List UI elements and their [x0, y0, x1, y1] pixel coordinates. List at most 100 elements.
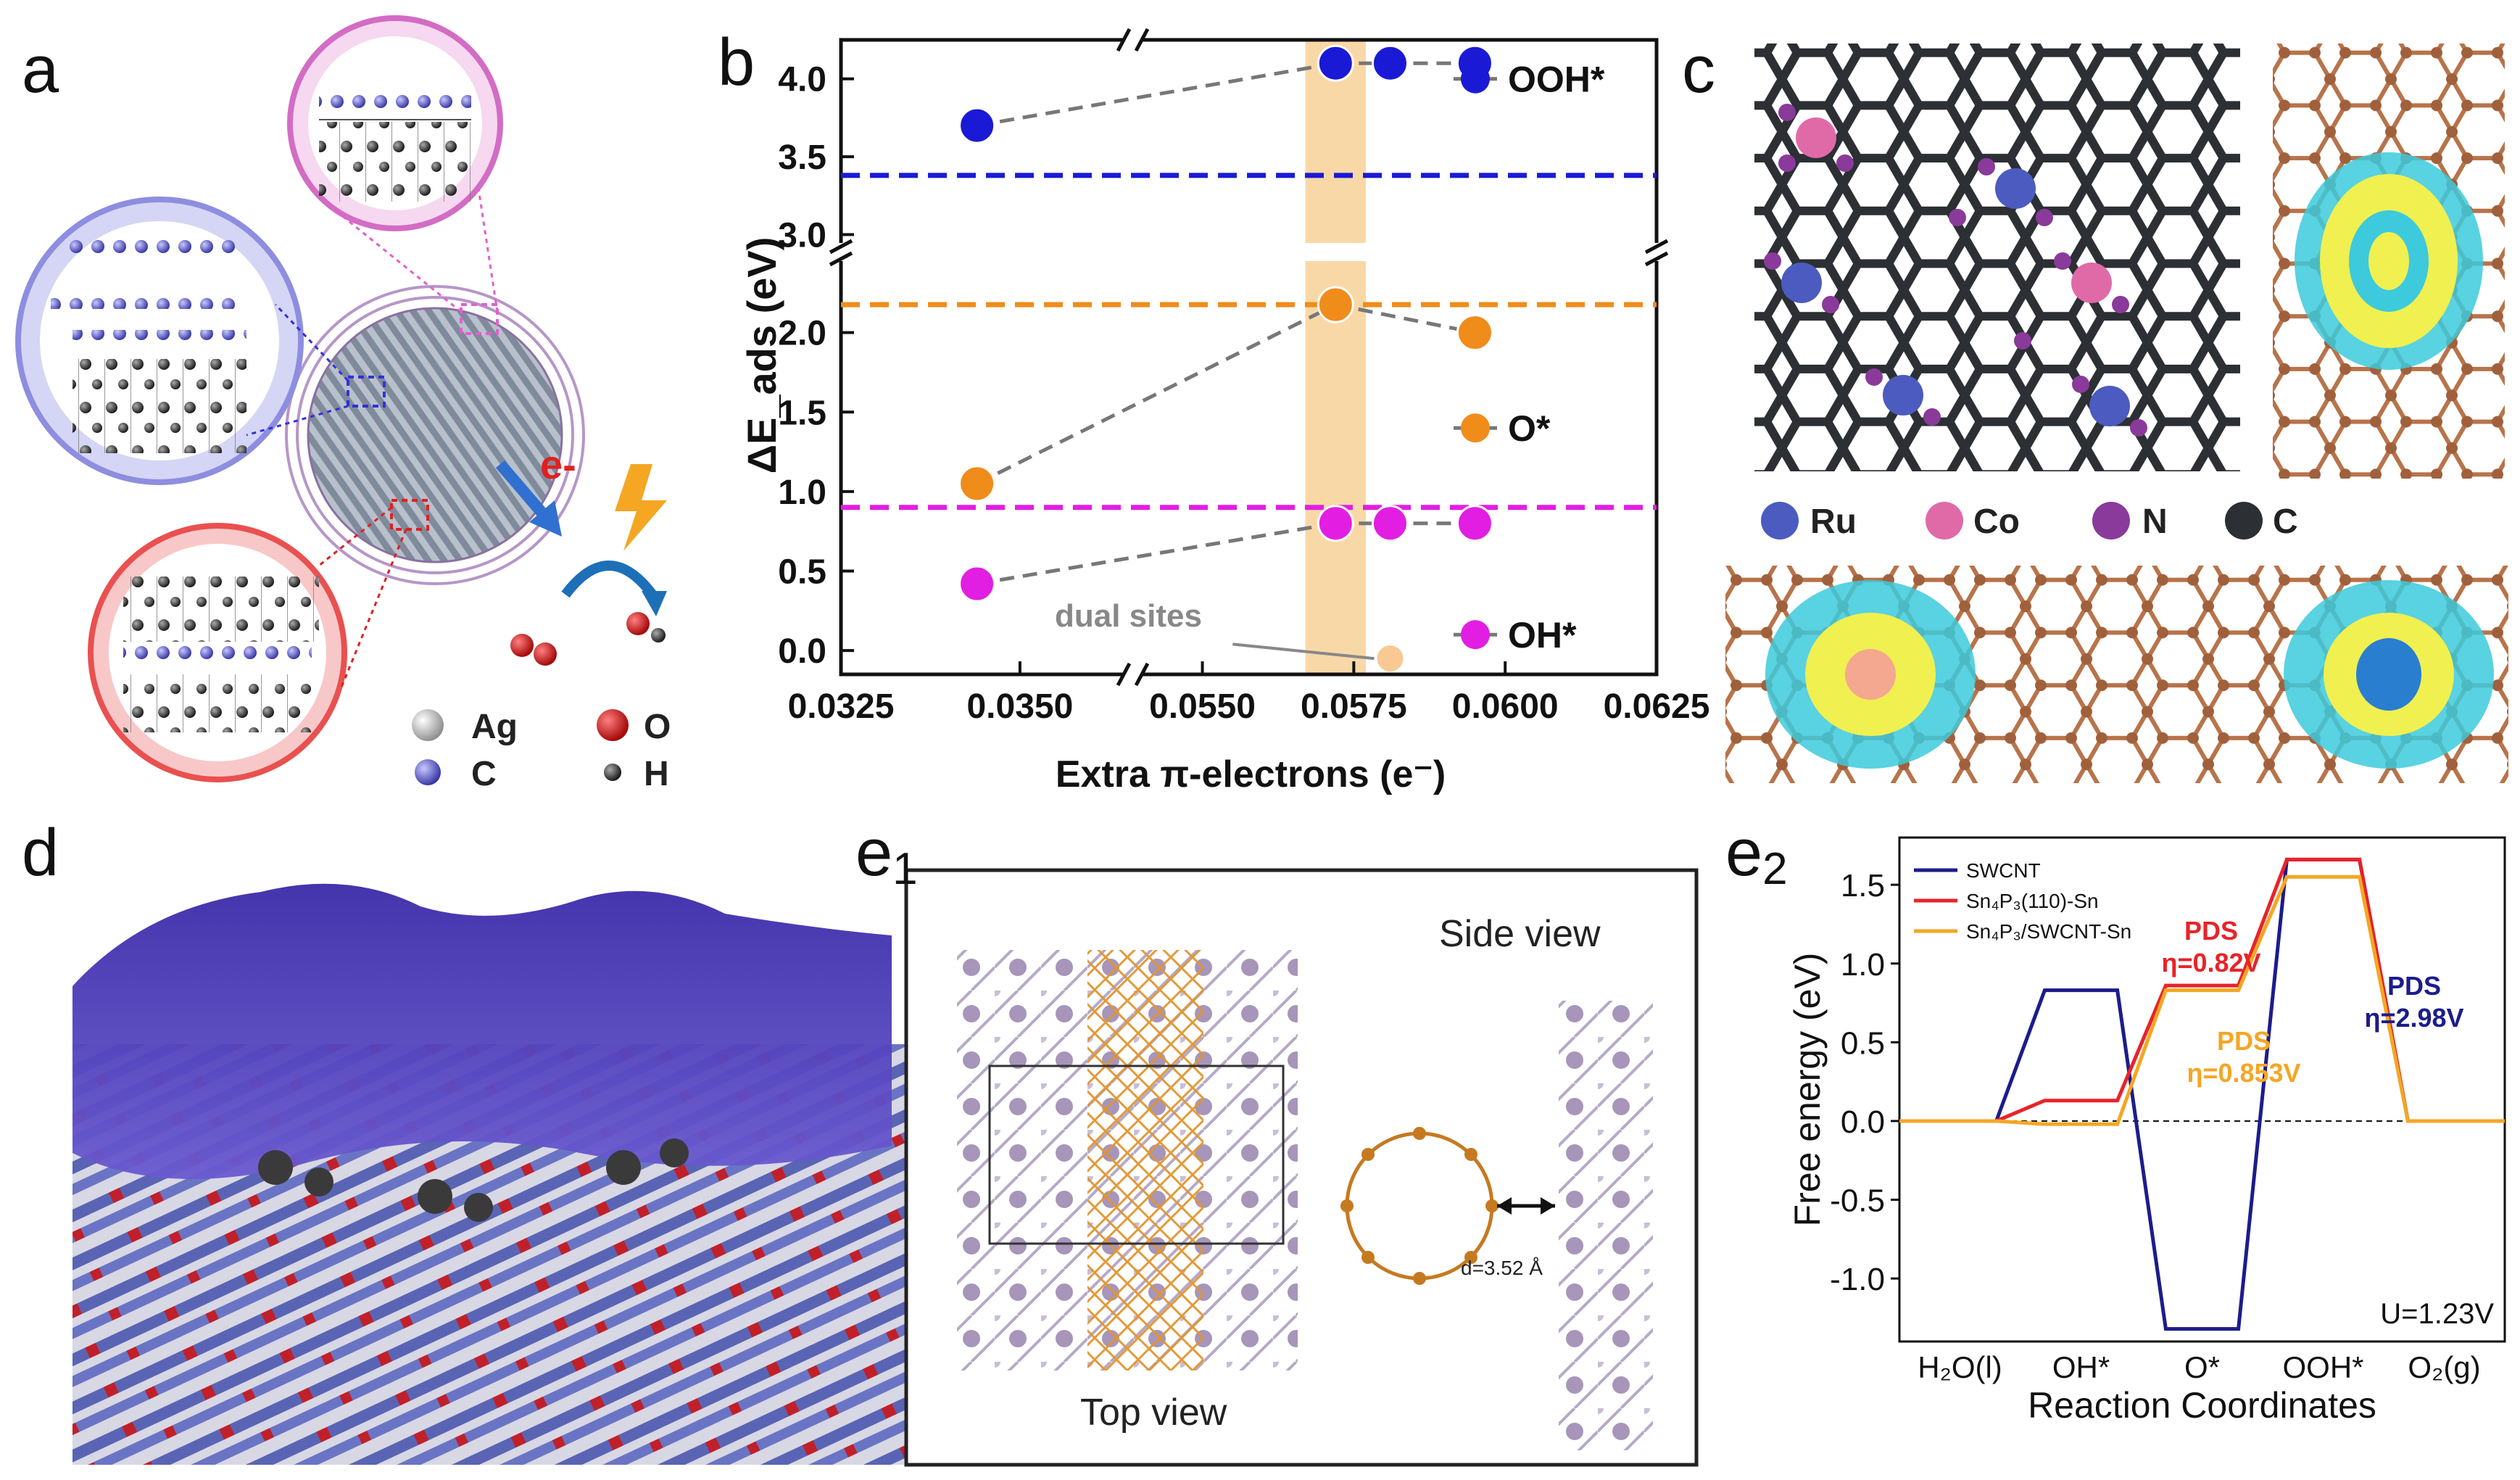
panel-e1: e1 Top view Side view d=3.52 Å — [855, 805, 1704, 1476]
panel-e1-label: e1 — [855, 819, 918, 892]
charge-density-iso-1 — [2295, 152, 2483, 370]
series-0-point-0 — [958, 107, 996, 144]
legend-ag-label: Ag — [471, 708, 518, 746]
magnifier-red — [88, 499, 429, 782]
y-axis-label: ΔE_ads (eV) — [739, 237, 784, 474]
potential-label: U=1.23V — [2380, 1298, 2494, 1330]
legend-marker-2 — [1461, 620, 1490, 650]
y-tick-label-2: 0.0 — [1841, 1104, 1885, 1140]
y-tick-label-1: -0.5 — [1830, 1183, 1885, 1219]
legend-h-label: H — [644, 755, 669, 793]
panel-e2: e2 -1.0 -0.5 0.0 0.5 1.0 1.5 H₂O(l) OH* O* OOH* O₂… — [1704, 805, 2520, 1476]
panel-a-legend: Ag O C H — [412, 708, 671, 793]
y-tick-label-0: 0.0 — [778, 632, 826, 671]
y-tick-label-1: 0.5 — [778, 553, 826, 592]
legend-h-swatch — [604, 764, 621, 781]
charge-isosurface — [72, 883, 892, 1179]
legend-n-swatch — [2092, 502, 2130, 540]
reaction-arrow — [561, 561, 657, 598]
plot-frame — [839, 38, 1659, 677]
y-tick-label-7: 4.0 — [778, 61, 826, 99]
legend-ru-swatch — [1761, 502, 1799, 540]
e1-top-view-label: Top view — [1080, 1392, 1227, 1434]
charge-density-iso-2 — [1765, 580, 2494, 769]
series-1-point-2 — [1456, 314, 1493, 352]
magnifier-pink — [287, 15, 503, 335]
panel-b: b 0.0 0.5 1.0 1.5 2.0 3.0 3.5 4.0 0.0325 0.0350 0.… — [718, 0, 1718, 805]
y-break-mark-b-0 — [829, 251, 853, 267]
x-tick-label-4: 0.0600 — [1452, 687, 1559, 726]
panel-a-illustration: e- Ag O C H — [15, 15, 671, 793]
catalyst-disc — [285, 285, 585, 585]
legend-label-1: O* — [1508, 408, 1551, 449]
legend-label-2: Sn₄P₃/SWCNT-Sn — [1966, 920, 2131, 943]
molecule-chain — [258, 1138, 689, 1222]
legend-label-0: OOH* — [1508, 59, 1605, 100]
graphene-sheet — [1754, 44, 2240, 471]
legend-co-swatch — [1926, 502, 1963, 540]
panel-e1-sub: 1 — [892, 844, 918, 894]
y-tick-label-6: 3.5 — [778, 139, 826, 177]
x-break-mark-b-0 — [1134, 28, 1150, 52]
y-break-mark-a-1 — [1644, 239, 1669, 255]
panel-b-label: b — [718, 25, 755, 99]
legend-marker-0 — [1461, 64, 1490, 94]
series-2-point-3 — [1456, 505, 1493, 542]
series-2-point-1 — [1317, 505, 1354, 542]
panel-c-illustration: Ru Co N C — [1725, 44, 2508, 783]
y-tick-label-4: 1.0 — [1841, 947, 1885, 983]
y-tick-label-5: 3.0 — [778, 217, 826, 255]
lightning-icon — [615, 464, 667, 551]
e1-tube-atoms — [1340, 1127, 1499, 1285]
y-tick-label-3: 0.5 — [1841, 1025, 1885, 1061]
x-tick-label-2: 0.0550 — [1149, 687, 1256, 726]
dual-sites-point — [1377, 645, 1404, 672]
x-break-mark-a-0 — [1116, 28, 1132, 52]
series-2-profile — [1899, 875, 2505, 1126]
annotation-value-0: η=0.82V — [2161, 948, 2260, 977]
x-break-mask — [1124, 25, 1142, 689]
annotation-title-1: PDS — [2387, 971, 2441, 1001]
o2-molecule — [510, 634, 557, 666]
legend-marker-1 — [1461, 413, 1490, 443]
panel-a: a — [0, 0, 725, 798]
x-tick-label-1: 0.0350 — [966, 687, 1073, 726]
series-1-point-0 — [958, 465, 996, 503]
panel-d: d — [0, 805, 906, 1476]
legend-o-swatch — [597, 709, 629, 741]
legend-c-label: C — [471, 755, 497, 793]
electron-label: e- — [540, 442, 576, 487]
oh-molecule — [626, 612, 666, 642]
y-tick-label-4: 2.0 — [778, 315, 826, 353]
series-2-point-2 — [1371, 505, 1409, 542]
legend-label-0: SWCNT — [1966, 859, 2041, 882]
e1-frame — [904, 868, 1699, 1467]
e1-nanotube — [1087, 950, 1203, 1371]
panel-d-label: d — [22, 816, 59, 890]
x-category-4: O₂(g) — [2408, 1350, 2480, 1384]
series-1-point-1 — [1317, 286, 1354, 323]
e1-distance-label: d=3.52 Å — [1461, 1257, 1543, 1279]
y-break-mask — [830, 243, 1667, 261]
series-2-point-0 — [958, 565, 996, 603]
x-category-0: H₂O(l) — [1918, 1350, 2002, 1384]
panel-c-legend: Ru Co N C — [1761, 502, 2298, 541]
x-category-1: OH* — [2052, 1350, 2110, 1384]
series-0-segment-0 — [977, 61, 1336, 128]
x-tick-label-0: 0.0325 — [788, 687, 895, 726]
magnifier-blue — [15, 197, 386, 485]
x-break-mark-b-1 — [1134, 662, 1150, 687]
legend-o-label: O — [644, 708, 671, 746]
x-tick-label-3: 0.0575 — [1301, 687, 1407, 726]
panel-d-illustration — [72, 883, 906, 1465]
y-break-mark-a-0 — [829, 239, 853, 255]
e1-side-slab — [1559, 1001, 1653, 1450]
x-axis-label: Reaction Coordinates — [2028, 1385, 2376, 1426]
legend-ru-label: Ru — [1810, 503, 1857, 541]
legend-c-swatch — [2225, 502, 2263, 540]
dopant-atoms — [1764, 104, 2147, 437]
electron-transfer-arrow — [495, 460, 562, 537]
panel-c-label: c — [1682, 33, 1715, 107]
dual-sites-label: dual sites — [1055, 598, 1202, 634]
legend-n-label: N — [2142, 503, 2168, 541]
